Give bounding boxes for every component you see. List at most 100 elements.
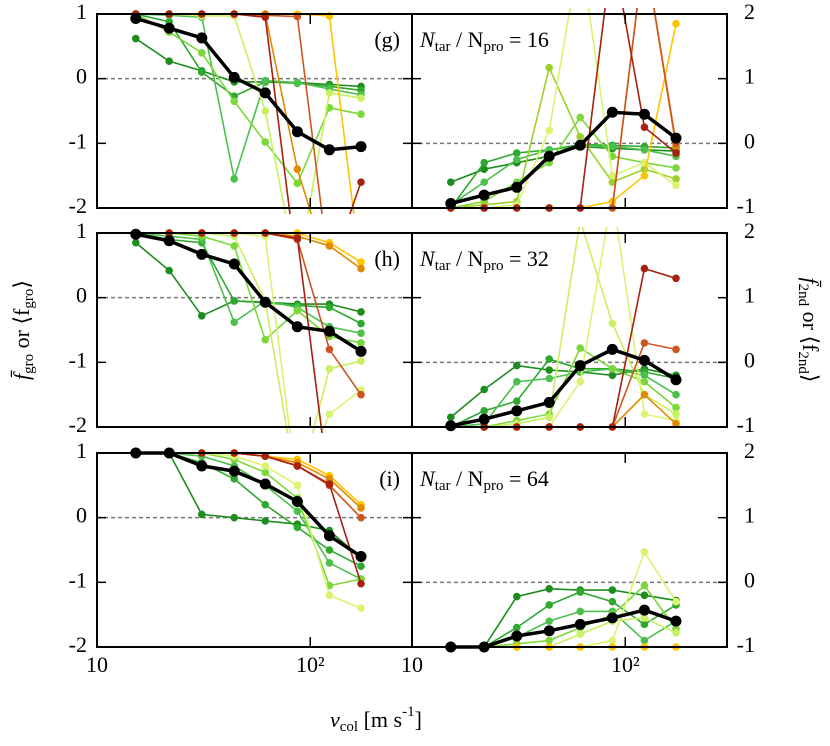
data-point [357, 339, 365, 347]
x-axis-label: vcol [m s-1] [330, 704, 422, 735]
data-point [293, 179, 302, 188]
data-point [480, 407, 488, 415]
data-point [576, 377, 585, 386]
data-point [543, 625, 555, 637]
series-line [450, 145, 677, 206]
y-tick-label: -1 [69, 567, 87, 592]
panel-tag: (h) [374, 246, 400, 271]
x-tick-label: 10² [296, 652, 325, 677]
panel: -2 -1 0 1 10 10² (i) [69, 438, 413, 677]
data-point [261, 335, 270, 344]
data-point [291, 126, 303, 138]
data-point [545, 126, 554, 135]
data-point [230, 297, 239, 305]
y-tick-label: 1 [744, 503, 755, 528]
y-axis-label-part: gro [21, 354, 37, 374]
data-point [545, 601, 554, 609]
data-point [608, 371, 617, 380]
data-point [606, 612, 618, 624]
data-point [574, 139, 586, 151]
y-tick-label: -1 [69, 128, 87, 153]
panel-annotation-part: / N [451, 466, 484, 491]
data-point [640, 390, 649, 399]
data-point [323, 144, 335, 156]
series-line [135, 451, 362, 558]
y-tick-label: 1 [76, 438, 87, 463]
y-tick-label: -1 [737, 412, 755, 437]
data-point [545, 355, 554, 363]
data-point [228, 465, 240, 477]
data-point [325, 242, 334, 250]
data-point [608, 597, 617, 606]
data-point [357, 504, 365, 512]
y2-axis-label: f̄2nd or ⟨f2nd⟩ [795, 278, 823, 383]
y-tick-label: -1 [69, 347, 87, 372]
y-axis-label-part: f̄ [9, 370, 34, 380]
series-line [450, 364, 677, 418]
data-point [357, 604, 365, 612]
data-point [480, 385, 488, 394]
data-point [259, 296, 271, 308]
y-tick-label: 0 [76, 283, 87, 308]
data-point [511, 181, 523, 193]
data-point [606, 106, 618, 118]
data-point [230, 175, 239, 183]
data-point [163, 22, 175, 34]
data-point [230, 318, 239, 327]
plot-area [445, 548, 682, 653]
x-tick-label: 10² [611, 652, 640, 677]
panel-annotation-part: N [419, 466, 436, 491]
panel-annotation-part: / N [451, 27, 484, 52]
data-point [230, 97, 239, 106]
x-axis-label-part: ] [415, 707, 422, 732]
panel-annotation-part: pro [484, 258, 504, 274]
data-point [163, 235, 175, 247]
data-point [228, 71, 240, 83]
data-point [293, 234, 302, 242]
plot-area [445, 227, 682, 432]
data-point [325, 559, 334, 567]
data-point [261, 517, 270, 525]
data-point [357, 562, 365, 570]
data-point [293, 462, 302, 470]
panel: -1 0 1 2 [411, 0, 755, 218]
panel-annotation-part: tar [435, 39, 451, 55]
x-tick-label: 10 [86, 652, 108, 677]
data-point [196, 460, 208, 472]
data-point [670, 615, 682, 627]
data-point [640, 581, 649, 590]
data-point [640, 377, 649, 386]
panel-annotation-part: tar [435, 258, 451, 274]
data-point [672, 345, 680, 354]
data-point [512, 155, 521, 164]
data-point [293, 481, 302, 490]
data-point [165, 57, 173, 66]
data-point [325, 410, 334, 418]
data-point [512, 397, 521, 405]
panel-annotation-part: = 32 [504, 246, 549, 271]
data-point [357, 110, 365, 119]
x-axis-label-part: -1 [402, 704, 415, 720]
y-tick-label: -1 [737, 632, 755, 657]
data-point [197, 68, 206, 76]
series-line [135, 232, 362, 334]
data-point [512, 361, 521, 370]
data-point [576, 344, 585, 352]
panel: -1 0 1 2 10 10² [401, 438, 755, 677]
data-point [293, 523, 302, 532]
y-tick-label: 2 [744, 218, 755, 243]
data-point [608, 197, 617, 206]
data-point [672, 419, 680, 428]
y2-axis-label-part: or ⟨f [798, 306, 823, 352]
data-point [326, 269, 334, 277]
data-point [325, 480, 334, 488]
series-line [450, 143, 677, 209]
data-point [294, 269, 302, 277]
y-tick-label: -2 [69, 632, 87, 657]
series-line [135, 37, 362, 88]
data-point [326, 269, 334, 277]
data-point [576, 607, 585, 616]
panel-annotation-part: = 16 [504, 27, 549, 52]
panel-frame [96, 452, 413, 648]
series-line [135, 13, 362, 180]
